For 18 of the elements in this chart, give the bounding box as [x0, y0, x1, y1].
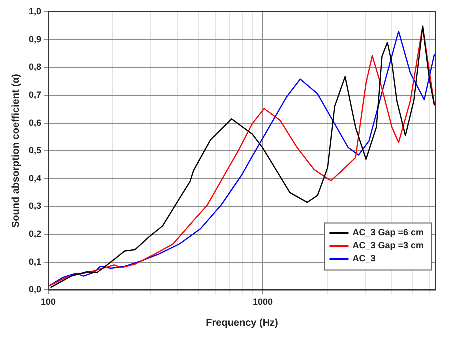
y-tick-label: 1,0: [28, 6, 42, 16]
x-tick-label: 1000: [253, 297, 274, 308]
y-tick-label: 0,1: [28, 256, 42, 267]
x-tick-label: 100: [40, 297, 56, 308]
y-tick-label: 0,0: [28, 284, 42, 295]
y-tick-label: 0,2: [28, 229, 42, 240]
y-tick-label: 0,3: [28, 201, 42, 212]
y-tick-label: 0,5: [28, 146, 42, 156]
y-tick-label: 0,9: [28, 34, 42, 44]
y-tick-label: 0,4: [28, 173, 42, 184]
legend-label: AC_3 Gap =3 cm: [352, 240, 424, 251]
y-tick-label: 0,7: [28, 90, 42, 100]
x-axis-title: Frequency (Hz): [206, 318, 278, 329]
y-tick-label: 0,8: [28, 62, 42, 72]
legend-label: AC_3: [352, 254, 376, 264]
legend-label: AC_3 Gap =6 cm: [352, 228, 424, 238]
y-axis-title: Sound absorption coefficient (α): [10, 74, 22, 228]
y-tick-label: 0,6: [28, 118, 42, 128]
